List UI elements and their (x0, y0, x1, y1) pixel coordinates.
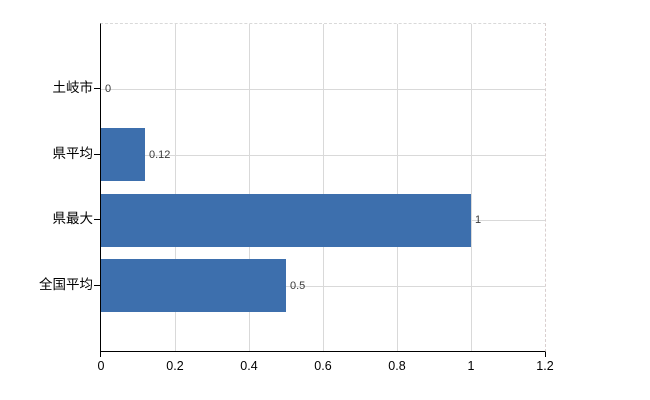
horizontal-gridline (101, 89, 545, 90)
x-axis-tick-label: 0.4 (240, 359, 258, 373)
y-axis-tick (94, 219, 100, 220)
x-axis-tick-label: 1 (467, 359, 475, 373)
category-label: 県最大 (52, 211, 94, 226)
vertical-gridline (471, 24, 472, 351)
horizontal-gridline (101, 286, 545, 287)
vertical-gridline (323, 24, 324, 351)
category-label: 県平均 (52, 146, 94, 161)
vertical-gridline (397, 24, 398, 351)
y-axis-tick (94, 88, 100, 89)
bar-value-label: 1 (475, 214, 482, 226)
vertical-gridline (175, 24, 176, 351)
y-axis-tick (94, 285, 100, 286)
x-axis-tick-label: 0 (97, 359, 105, 373)
x-axis-end-tick (100, 352, 101, 357)
y-axis-tick (94, 154, 100, 155)
x-axis-tick-label: 0.6 (314, 359, 332, 373)
bar-value-label: 0.12 (149, 149, 171, 161)
category-label: 全国平均 (39, 277, 93, 292)
x-axis-end-tick (545, 352, 546, 357)
data-bar (101, 128, 145, 181)
data-bar (101, 194, 471, 247)
horizontal-gridline (101, 155, 545, 156)
vertical-gridline (249, 24, 250, 351)
category-label: 土岐市 (52, 80, 94, 95)
bar-value-label: 0 (105, 83, 112, 95)
data-bar (101, 259, 286, 312)
plot-area: 0 0.12 1 0.5 (100, 23, 546, 352)
x-axis-tick-label: 0.2 (166, 359, 184, 373)
bar-value-label: 0.5 (290, 280, 306, 292)
x-axis-tick-label: 1.2 (536, 359, 554, 373)
x-axis-tick-label: 0.8 (388, 359, 406, 373)
